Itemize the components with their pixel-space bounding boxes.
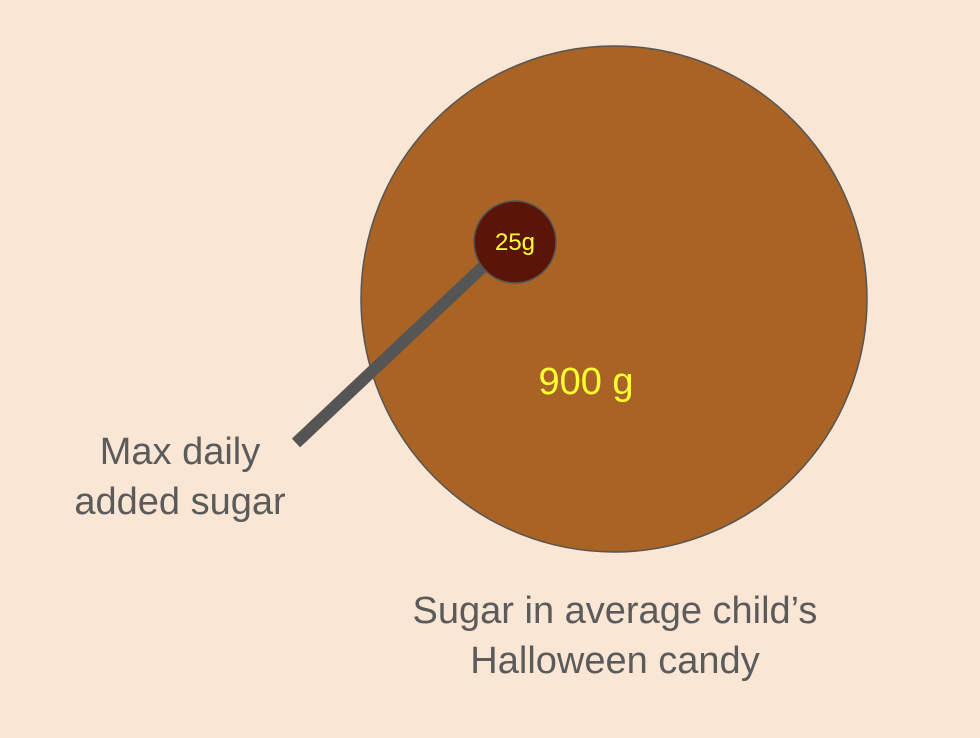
caption-line: Max daily bbox=[99, 431, 261, 473]
leader-line bbox=[291, 257, 493, 448]
caption-line: added sugar bbox=[74, 481, 286, 523]
caption-line: Sugar in average child’s bbox=[412, 590, 818, 632]
caption-line: Halloween candy bbox=[470, 640, 760, 682]
max-daily-sugar-circle bbox=[473, 200, 557, 284]
big-circle-value-label: 900 g bbox=[538, 361, 633, 403]
max-daily-sugar-caption: Max daily added sugar bbox=[30, 427, 330, 527]
small-circle-value-label: 25g bbox=[495, 229, 535, 256]
halloween-candy-sugar-circle bbox=[360, 45, 868, 553]
halloween-candy-caption: Sugar in average child’s Halloween candy bbox=[340, 586, 890, 686]
